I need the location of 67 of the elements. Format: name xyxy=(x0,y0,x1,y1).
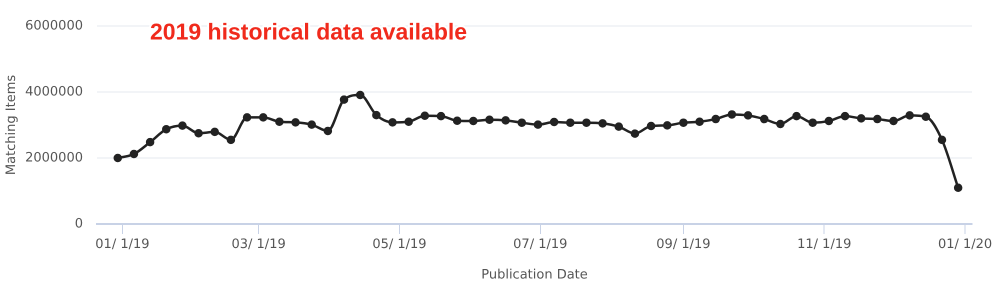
point xyxy=(598,119,607,128)
point xyxy=(356,90,364,100)
point xyxy=(792,112,801,120)
point xyxy=(275,117,284,126)
point xyxy=(340,95,348,104)
point xyxy=(776,120,785,128)
x-tick-label: 11/ 1/19 xyxy=(797,237,852,252)
point xyxy=(695,117,704,126)
x-tick-label: 03/ 1/19 xyxy=(231,237,286,252)
point xyxy=(824,116,834,126)
point xyxy=(728,110,736,119)
x-tick-label: 01/ 1/20 xyxy=(938,237,992,252)
point xyxy=(582,118,591,127)
point xyxy=(324,126,332,136)
point xyxy=(162,125,171,134)
point xyxy=(889,116,898,126)
y-tick-label: 2000000 xyxy=(25,150,83,166)
point xyxy=(663,121,672,130)
point xyxy=(856,114,866,123)
chart-title: 2019 historical data available xyxy=(150,18,468,44)
point xyxy=(873,114,882,124)
x-axis-title: Publication Date xyxy=(481,268,588,283)
point xyxy=(646,122,656,130)
y-axis-title: Matching Items xyxy=(4,74,20,176)
point xyxy=(258,113,268,122)
x-tick-label: 05/ 1/19 xyxy=(372,237,427,252)
point xyxy=(614,122,624,131)
point xyxy=(501,116,510,125)
point xyxy=(760,114,768,124)
y-tick-label: 0 xyxy=(74,216,83,232)
point xyxy=(711,114,720,124)
point xyxy=(114,154,122,162)
point xyxy=(210,128,219,136)
point xyxy=(436,112,446,120)
point xyxy=(146,138,154,146)
point xyxy=(469,116,478,126)
x-tick-label: 01/ 1/19 xyxy=(95,237,150,252)
point xyxy=(954,183,962,192)
point xyxy=(550,118,558,126)
point xyxy=(420,112,430,120)
point xyxy=(388,118,397,127)
y-tick-label: 6000000 xyxy=(25,18,83,34)
point xyxy=(291,118,300,127)
point xyxy=(808,118,817,127)
point xyxy=(226,136,236,144)
point xyxy=(518,118,526,127)
point xyxy=(485,115,494,124)
point xyxy=(922,112,930,121)
point xyxy=(194,129,203,138)
point xyxy=(630,129,640,138)
point xyxy=(452,116,462,125)
point xyxy=(178,121,187,130)
point xyxy=(534,120,542,129)
point xyxy=(404,117,413,126)
y-tick-label: 4000000 xyxy=(25,84,83,100)
x-tick-label: 09/ 1/19 xyxy=(656,237,711,252)
x-tick-label: 07/ 1/19 xyxy=(513,237,568,252)
point xyxy=(679,118,688,127)
point xyxy=(242,113,252,122)
point xyxy=(938,136,946,144)
point xyxy=(130,150,138,158)
point xyxy=(566,118,575,127)
point xyxy=(307,120,316,129)
point xyxy=(744,111,752,120)
point xyxy=(905,111,914,120)
point xyxy=(840,112,850,120)
point xyxy=(372,110,381,120)
